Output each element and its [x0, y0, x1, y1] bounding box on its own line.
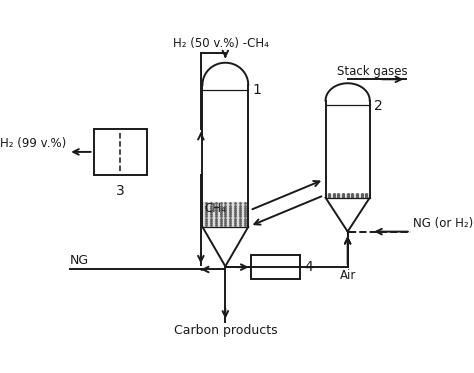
Bar	[93, 129, 147, 175]
Text: Air: Air	[339, 269, 356, 282]
Text: H₂ (50 v.%) -CH₄: H₂ (50 v.%) -CH₄	[173, 37, 269, 50]
Text: CH₄: CH₄	[204, 202, 226, 215]
Text: 2: 2	[374, 99, 383, 113]
Text: 1: 1	[252, 83, 261, 97]
Text: Carbon products: Carbon products	[173, 324, 277, 337]
Text: Stack gases: Stack gases	[337, 65, 408, 78]
Text: 3: 3	[116, 184, 125, 198]
Text: 4: 4	[304, 260, 313, 274]
Text: H₂ (99 v.%): H₂ (99 v.%)	[0, 137, 67, 150]
Bar	[251, 255, 301, 279]
Text: NG (or H₂): NG (or H₂)	[413, 217, 474, 230]
Text: NG: NG	[70, 254, 89, 267]
